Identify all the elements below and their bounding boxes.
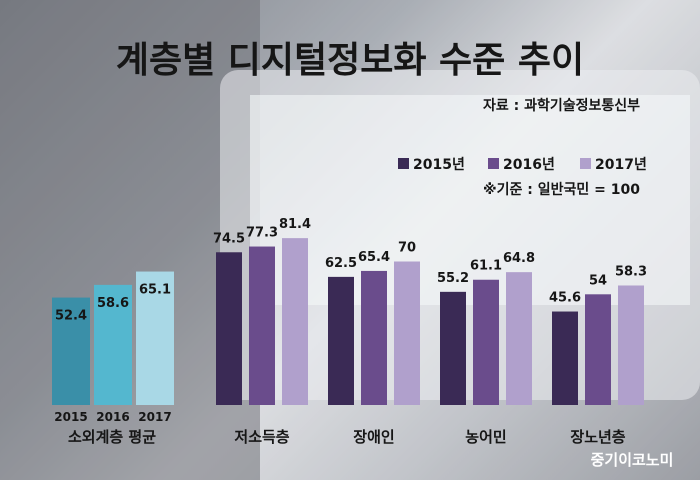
value-label-농어민-2015년: 55.2 — [437, 271, 469, 286]
legend-swatch-2016년 — [488, 158, 499, 169]
value-label-저소득층-2016년: 77.3 — [246, 226, 278, 241]
bar-장노년층-2016년 — [585, 294, 611, 405]
category-label-장애인: 장애인 — [353, 428, 394, 446]
value-label-avg-2015: 52.4 — [55, 309, 87, 324]
legend-swatch-2015년 — [398, 158, 409, 169]
legend-label-2016년: 2016년 — [503, 157, 555, 173]
right-chart: 74.5 77.381.4 저소득층 62.5 65.4 70 장애인 55.261.164.… — [213, 217, 647, 446]
category-label-장노년층: 장노년층 — [570, 428, 625, 446]
bar-avg-2015 — [52, 297, 90, 405]
tick-label-year-2017: 2017 — [138, 410, 171, 424]
value-label-장애인-2015년: 62.5 — [325, 256, 357, 271]
bar-장노년층-2017년 — [618, 285, 644, 405]
source-note: 자료 : 과학기술정보통신부 — [483, 97, 640, 114]
legend-swatch-2017년 — [580, 158, 591, 169]
value-label-avg-2016: 58.6 — [97, 296, 129, 311]
bar-avg-2017 — [136, 271, 174, 405]
value-label-저소득층-2015년: 74.5 — [213, 231, 245, 246]
bar-장애인-2016년 — [361, 270, 387, 405]
bar-avg-2016 — [94, 284, 132, 405]
legend-label-2015년: 2015년 — [413, 157, 465, 173]
category-label-저소득층: 저소득층 — [234, 428, 289, 446]
left-group-label: 소외계층 평균 — [68, 428, 156, 446]
value-label-장노년층-2015년: 45.6 — [549, 291, 581, 306]
bar-저소득층-2017년 — [282, 238, 308, 405]
value-label-농어민-2017년: 64.8 — [503, 251, 535, 266]
chart-title: 계층별 디지털정보화 수준 추이 — [116, 40, 584, 81]
baseline-note: ※기준 : 일반국민 = 100 — [483, 181, 640, 198]
brand-logo: 중기이코노미 — [591, 451, 674, 469]
value-label-장노년층-2016년: 54 — [589, 273, 607, 288]
value-label-농어민-2016년: 61.1 — [470, 259, 502, 274]
left-chart: 52.4 2015 58.6 2016 65.1 2017 — [52, 271, 174, 424]
value-label-장노년층-2017년: 58.3 — [615, 264, 647, 279]
legend-label-2017년: 2017년 — [595, 157, 647, 173]
tick-label-year-2015: 2015 — [54, 410, 87, 424]
value-label-장애인-2017년: 70 — [398, 241, 416, 256]
bar-저소득층-2016년 — [249, 246, 275, 405]
bar-농어민-2016년 — [473, 279, 499, 405]
bar-장애인-2017년 — [394, 261, 420, 405]
value-label-avg-2017: 65.1 — [139, 283, 171, 298]
bar-장애인-2015년 — [328, 276, 354, 405]
legend: 2015년 2016년 2017년 — [398, 157, 647, 173]
tick-label-year-2016: 2016 — [96, 410, 129, 424]
value-label-저소득층-2017년: 81.4 — [279, 217, 311, 232]
bar-저소득층-2015년 — [216, 252, 242, 405]
bar-농어민-2015년 — [440, 291, 466, 405]
category-label-농어민: 농어민 — [465, 428, 506, 446]
bar-장노년층-2015년 — [552, 311, 578, 405]
bar-농어민-2017년 — [506, 272, 532, 405]
value-label-장애인-2016년: 65.4 — [358, 250, 390, 265]
